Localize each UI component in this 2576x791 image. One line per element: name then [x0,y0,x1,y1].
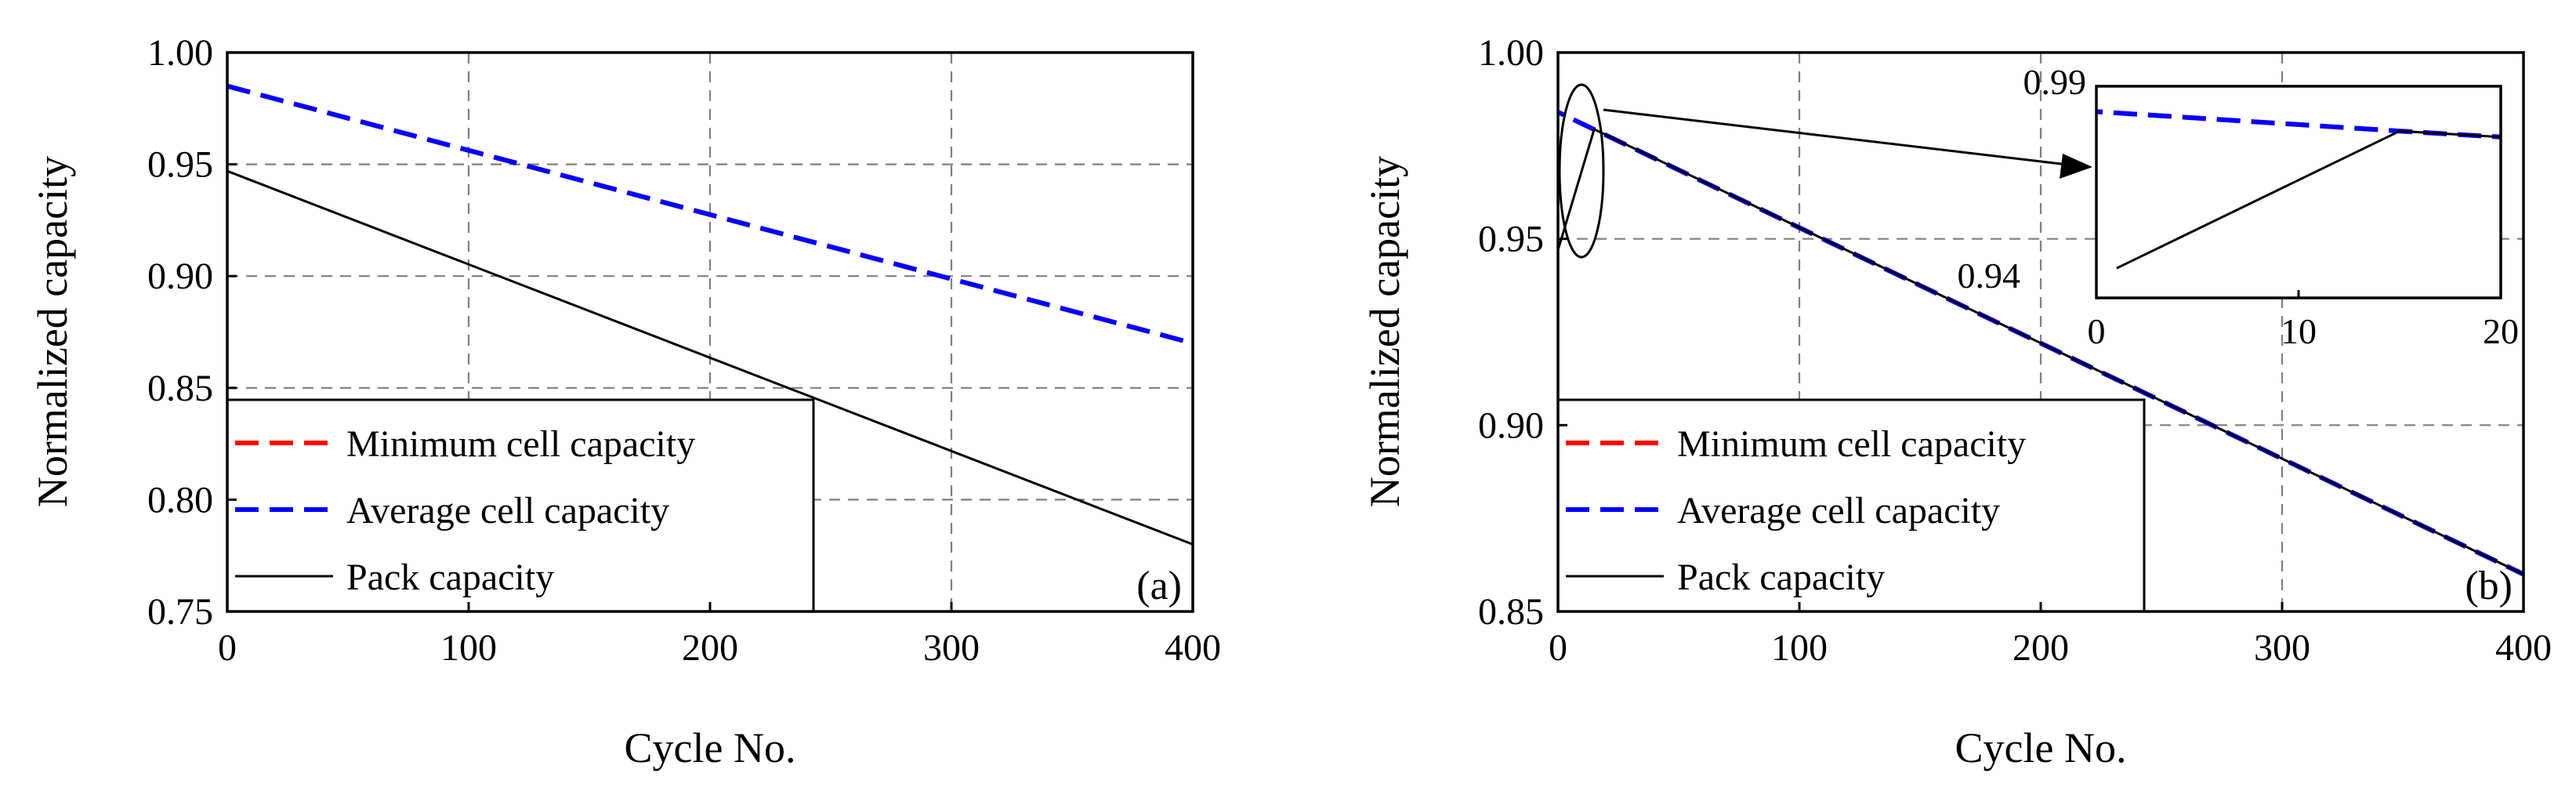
x-tick-label: 400 [1165,627,1221,669]
inset-y-tick-top: 0.99 [2023,62,2087,102]
x-tick-label: 100 [440,627,497,669]
x-axis-title: Cycle No. [625,724,796,771]
legend-label-minimum: Minimum cell capacity [346,423,695,465]
legend-label-pack: Pack capacity [1677,557,1885,598]
inset-series-pack-capacity-line [2116,129,2502,270]
legend-label-average: Average cell capacity [1677,490,2000,532]
y-tick-label: 0.85 [147,368,213,409]
series-pack-capacity-line [1556,127,2524,575]
inset-series-lines [2096,109,2502,270]
x-tick-label: 300 [2254,627,2310,669]
inset-axis-ticks: 0 10 20 [2088,290,2519,351]
x-tick-label: 300 [923,627,980,669]
legend: Minimum cell capacity Average cell capac… [226,398,815,613]
panel-a: Minimum cell capacity Average cell capac… [29,32,1221,771]
legend-label-minimum: Minimum cell capacity [1677,423,2026,465]
inset-background [2096,86,2501,298]
y-tick-label: 0.95 [1478,219,1544,260]
inset-plot: 0 10 20 0.99 0.94 [1958,62,2520,351]
zoom-arrow [1603,108,2068,166]
y-tick-label: 0.80 [147,479,213,521]
zoom-region-ellipse [1558,83,1605,259]
zoom-arrow-head [2060,154,2092,179]
x-axis-title: Cycle No. [1955,724,2127,771]
x-tick-label: 100 [1771,627,1828,669]
x-tick-label: 0 [218,627,237,669]
series-lines [1556,110,2525,577]
y-tick-label: 0.90 [147,256,213,297]
y-tick-label: 0.95 [147,144,213,186]
y-tick-label: 1.00 [147,32,213,74]
panel-label: (b) [2465,564,2513,608]
legend-label-pack: Pack capacity [346,557,554,598]
inset-x-tick-label: 10 [2281,311,2317,351]
x-tick-label: 0 [1549,627,1567,669]
x-tick-label: 200 [2013,627,2069,669]
y-tick-label: 0.90 [1478,405,1544,446]
y-axis-title: Normalized capacity [29,156,76,507]
series-average-cell-capacity-line [226,83,1194,346]
legend: Minimum cell capacity Average cell capac… [1556,398,2146,613]
panel-b: 0 10 20 0.99 0.94 Minimum cell capacity Av… [1361,32,2552,771]
legend-label-average: Average cell capacity [346,490,669,532]
inset-x-tick-label: 0 [2088,311,2106,351]
series-pack-capacity-line [226,169,1194,546]
series-lines [226,83,1194,546]
x-tick-label: 400 [2495,627,2552,669]
panel-label: (a) [1136,564,1182,608]
y-tick-label: 0.85 [1478,591,1544,633]
inset-x-tick-label: 20 [2483,311,2519,351]
x-tick-label: 200 [682,627,738,669]
y-axis-title: Normalized capacity [1361,156,1408,507]
inset-y-tick-bottom: 0.94 [1958,256,2021,296]
y-tick-label: 0.75 [147,591,213,633]
y-tick-label: 1.00 [1478,32,1544,74]
axis-ticks: 0 100 200 300 400 0.75 0.80 0.85 0.90 0.95 1.00 [147,32,1221,669]
